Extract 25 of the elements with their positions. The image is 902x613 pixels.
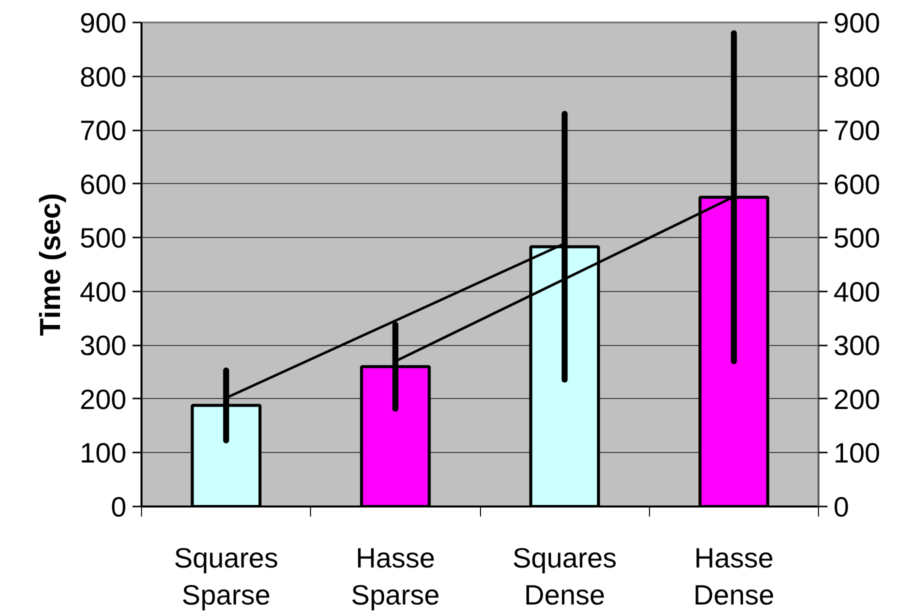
y-tick-label: 0 bbox=[110, 492, 127, 522]
x-tick-label: Squares Dense bbox=[512, 542, 617, 611]
y2-tick-label: 500 bbox=[834, 222, 880, 254]
y2-tick-label: 100 bbox=[834, 438, 880, 469]
y-tick-label: 500 bbox=[80, 222, 126, 254]
x-tick-label: Hasse Sparse bbox=[351, 542, 440, 611]
y-tick-label: 300 bbox=[80, 330, 126, 362]
y-tick-label: 900 bbox=[80, 8, 126, 38]
y2-tick-label: 700 bbox=[834, 115, 880, 146]
y2-tick-label: 900 bbox=[834, 8, 880, 38]
y-tick-label: 200 bbox=[80, 384, 126, 415]
y2-tick-label: 0 bbox=[834, 492, 850, 522]
y-tick-label: 600 bbox=[80, 168, 126, 200]
y-tick-label: 400 bbox=[80, 276, 126, 308]
y2-tick-label: 400 bbox=[834, 276, 880, 308]
y-tick-label: 100 bbox=[80, 438, 126, 469]
y-tick-label: 700 bbox=[80, 115, 126, 146]
y-tick-label: 800 bbox=[80, 61, 126, 92]
y2-tick-label: 200 bbox=[834, 384, 880, 415]
y2-tick-label: 800 bbox=[834, 61, 880, 92]
y2-tick-label: 600 bbox=[834, 168, 880, 200]
y-axis-title: Time (sec) bbox=[34, 193, 67, 336]
y2-tick-label: 300 bbox=[834, 330, 880, 362]
x-tick-label: Squares Sparse bbox=[174, 542, 278, 611]
x-tick-label: Hasse Dense bbox=[693, 542, 774, 611]
